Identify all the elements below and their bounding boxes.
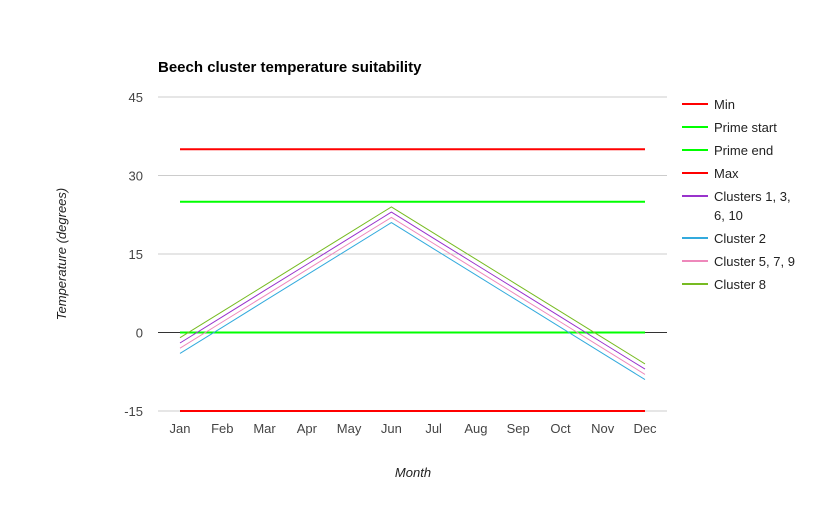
legend-label: Max [714, 166, 739, 181]
y-tick-label: 15 [129, 247, 143, 262]
legend-label: Min [714, 97, 735, 112]
y-axis-title: Temperature (degrees) [54, 188, 69, 320]
chart-title: Beech cluster temperature suitability [158, 59, 422, 76]
legend-label: Cluster 2 [714, 231, 766, 246]
y-tick-label: 0 [136, 326, 143, 341]
x-tick-label: Dec [633, 421, 657, 436]
series-line-cluster-2 [179, 222, 646, 381]
x-axis-title: Month [395, 465, 431, 480]
y-tick-label: 30 [129, 169, 143, 184]
y-tick-label: -15 [124, 404, 143, 419]
gridlines [158, 96, 667, 412]
series-line-cluster-5-7-9 [179, 216, 646, 375]
x-tick-label: Jun [381, 421, 402, 436]
legend-label: Clusters 1, 3, 6, 10 [714, 189, 791, 223]
x-tick-label: Oct [550, 421, 571, 436]
x-tick-label: Jan [170, 421, 191, 436]
legend-label: Cluster 5, 7, 9 [714, 254, 795, 269]
x-axis-ticks: Jan Feb Mar Apr May Jun Jul Aug Sep Oct Nov Dec [170, 421, 658, 436]
x-tick-label: Feb [211, 421, 233, 436]
x-tick-label: Aug [464, 421, 487, 436]
y-tick-label: 45 [129, 90, 143, 105]
x-tick-label: Nov [591, 421, 615, 436]
x-tick-label: Jul [425, 421, 442, 436]
legend-label: Prime end [714, 143, 773, 158]
legend-label: Prime start [714, 120, 777, 135]
x-tick-label: Sep [507, 421, 530, 436]
x-tick-label: May [337, 421, 362, 436]
legend: Min Prime start Prime end Max Clusters 1, 3,… [682, 97, 795, 292]
x-tick-label: Mar [253, 421, 276, 436]
series-line-cluster-8 [179, 206, 646, 365]
legend-label: Cluster 8 [714, 277, 766, 292]
y-axis-ticks: 45 30 15 0 -15 [124, 90, 143, 419]
x-tick-label: Apr [297, 421, 318, 436]
series-line-clusters-1-3-6-10 [179, 211, 646, 370]
series-lines [179, 148, 646, 412]
